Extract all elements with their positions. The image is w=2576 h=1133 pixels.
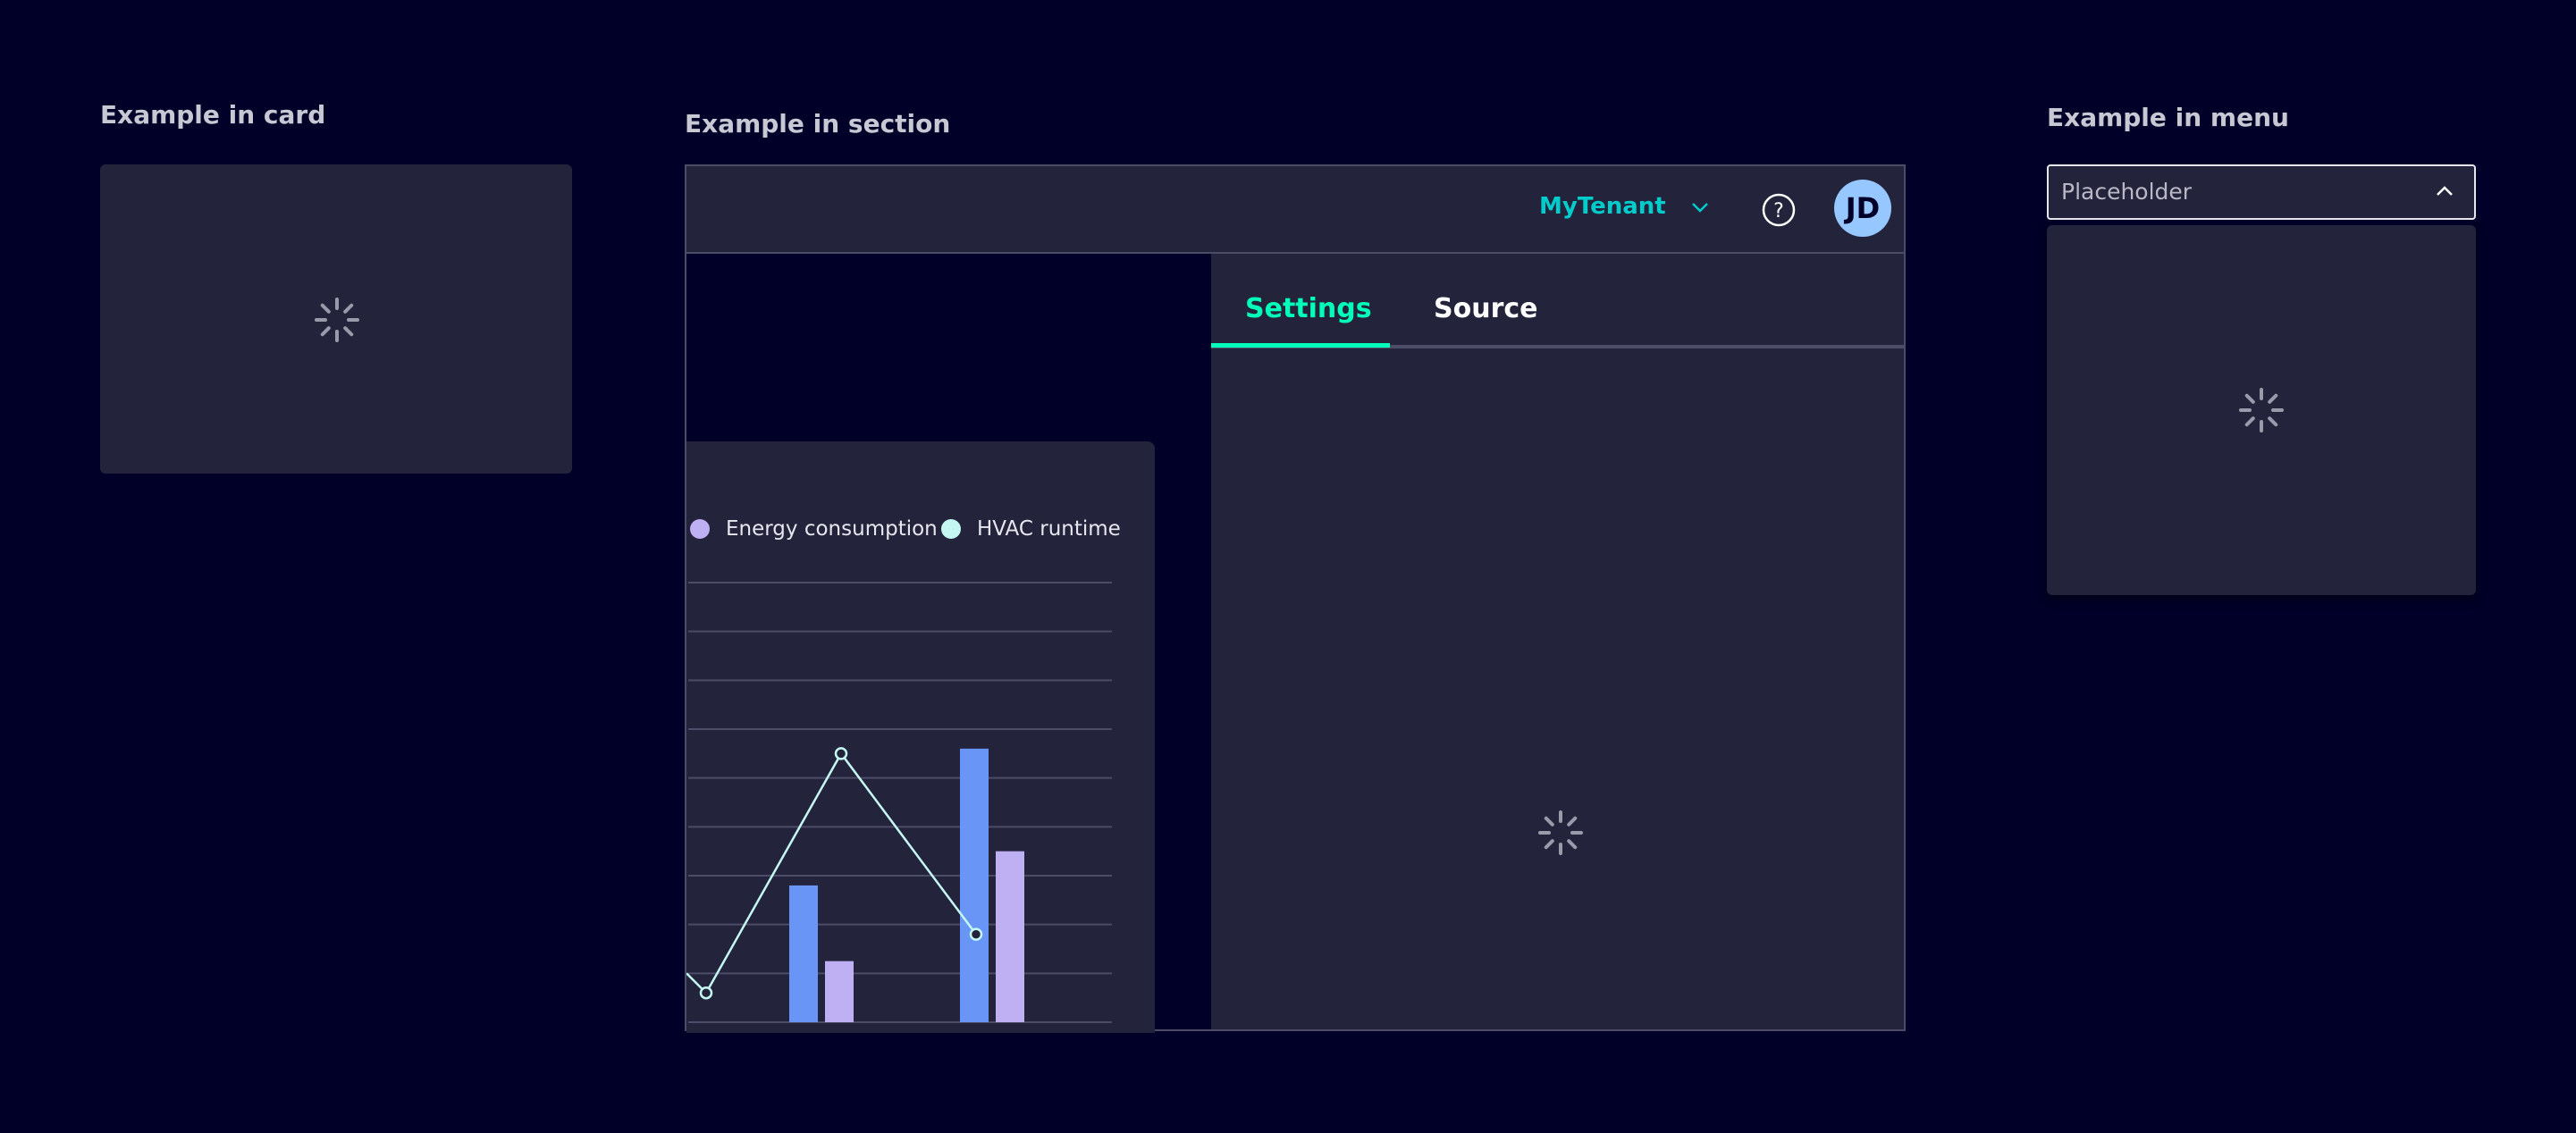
select-placeholder: Placeholder bbox=[2061, 179, 2193, 205]
side-panel: Settings Source bbox=[1210, 254, 1904, 1029]
spinner-spoke bbox=[320, 326, 331, 337]
loading-spinner-icon bbox=[2239, 388, 2284, 432]
chevron-down-icon bbox=[1691, 202, 1708, 213]
loading-card bbox=[100, 164, 572, 474]
spinner-spoke bbox=[2268, 416, 2278, 427]
spinner-spoke bbox=[2244, 416, 2255, 427]
spinner-spoke bbox=[343, 326, 354, 337]
tab-divider bbox=[1211, 345, 1904, 348]
card-example-title: Example in card bbox=[100, 100, 326, 130]
spinner-spoke bbox=[1567, 839, 1578, 850]
line-point bbox=[969, 927, 983, 941]
select-dropdown[interactable]: Placeholder bbox=[2047, 164, 2476, 220]
menu-example-title: Example in menu bbox=[2047, 103, 2289, 132]
legend-label: Energy consumption bbox=[726, 517, 938, 541]
legend-dot bbox=[941, 519, 961, 539]
line-point bbox=[834, 747, 848, 760]
legend-dot bbox=[690, 519, 710, 539]
dropdown-menu bbox=[2047, 225, 2476, 595]
chart-plot bbox=[686, 582, 1112, 1023]
series-line bbox=[686, 751, 978, 995]
spinner-spoke bbox=[2268, 393, 2278, 404]
chart-card: Energy consumption HVAC runtime bbox=[686, 441, 1155, 1033]
spinner-spoke bbox=[1567, 816, 1578, 827]
tenant-switcher[interactable]: MyTenant bbox=[1539, 193, 1710, 220]
spinner-spoke bbox=[320, 303, 331, 314]
line-point bbox=[699, 986, 713, 1000]
help-circle-icon[interactable]: ? bbox=[1761, 192, 1797, 228]
section-example-title: Example in section bbox=[685, 109, 951, 138]
spinner-spoke bbox=[1544, 839, 1554, 850]
legend-label: HVAC runtime bbox=[977, 517, 1121, 541]
chevron-up-icon bbox=[2437, 186, 2453, 196]
avatar[interactable]: JD bbox=[1834, 180, 1891, 237]
spinner-spoke bbox=[343, 303, 354, 314]
bar bbox=[825, 961, 854, 1022]
spinner-spoke bbox=[2244, 393, 2255, 404]
tab-source[interactable]: Source bbox=[1434, 293, 1538, 324]
app-header: MyTenant ? JD bbox=[686, 166, 1904, 254]
legend-item-hvac[interactable]: HVAC runtime bbox=[941, 517, 1121, 541]
svg-text:?: ? bbox=[1773, 200, 1784, 222]
bar bbox=[960, 748, 989, 1022]
loading-spinner-icon bbox=[315, 298, 359, 342]
tab-active-indicator bbox=[1211, 343, 1390, 348]
bar bbox=[789, 885, 818, 1022]
section-frame: MyTenant ? JD Energy consumption HVAC ru… bbox=[685, 164, 1906, 1033]
tenant-label: MyTenant bbox=[1539, 193, 1666, 220]
loading-spinner-icon bbox=[1538, 810, 1583, 855]
tab-settings[interactable]: Settings bbox=[1245, 293, 1372, 324]
legend-item-energy[interactable]: Energy consumption bbox=[690, 517, 938, 541]
bar bbox=[996, 851, 1024, 1022]
spinner-spoke bbox=[1544, 816, 1554, 827]
